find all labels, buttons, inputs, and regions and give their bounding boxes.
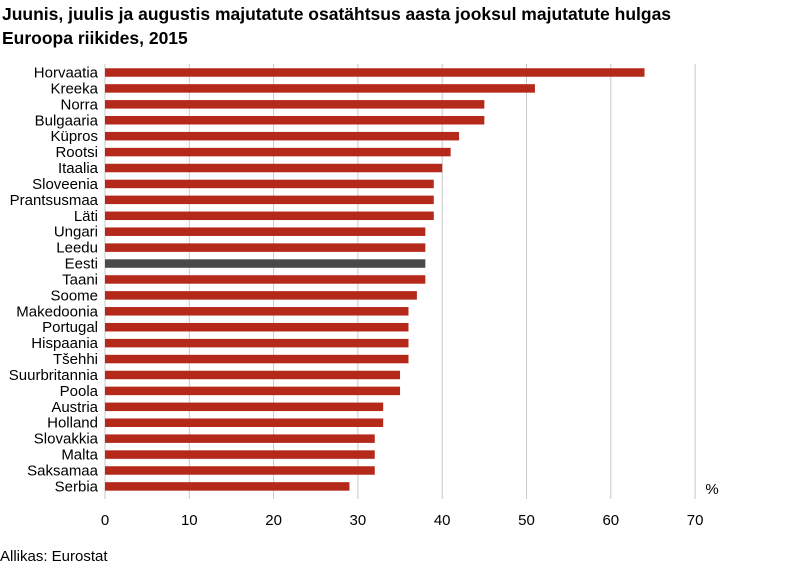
chart-title-line1: Juunis, juulis ja augustis majutatute os… [2, 4, 672, 24]
bar [105, 466, 375, 475]
bar [105, 227, 426, 236]
x-tick-labels: 0 10 20 30 40 50 60 70 [101, 512, 704, 529]
x-tick-label: 60 [602, 512, 619, 529]
unit-label: % [705, 481, 718, 498]
bar [105, 195, 434, 205]
bar [105, 259, 426, 268]
x-tick-label: 20 [265, 512, 282, 529]
chart-title: Juunis, juulis ja augustis majutatute os… [2, 2, 802, 50]
category-labels: HorvaatiaKreekaNorraBulgaariaKüprosRoots… [9, 65, 99, 496]
category-label: Rootsi [55, 144, 98, 161]
bar [105, 84, 535, 93]
bar [105, 131, 460, 141]
x-tick-label: 0 [101, 512, 109, 529]
category-label: Makedoonia [16, 303, 98, 320]
bar [105, 338, 409, 348]
category-label: Malta [61, 447, 98, 464]
category-label: Poola [60, 383, 99, 400]
category-label: Portugal [42, 319, 98, 336]
category-label: Saksamaa [27, 463, 99, 480]
x-tick-label: 40 [434, 512, 451, 529]
bar [105, 307, 409, 316]
x-tick-label: 10 [181, 512, 198, 529]
category-label: Suurbritannia [9, 367, 99, 384]
category-label: Leedu [56, 240, 98, 257]
category-label: Läti [74, 208, 98, 225]
category-label: Itaalia [58, 160, 99, 177]
category-label: Holland [47, 415, 98, 432]
category-label: Bulgaaria [35, 112, 99, 129]
category-label: Slovakkia [34, 431, 99, 448]
source-note: Allikas: Eurostat [0, 548, 108, 565]
category-label: Prantsusmaa [10, 192, 99, 209]
bar [105, 450, 375, 459]
category-label: Soome [50, 287, 98, 304]
category-label: Ungari [54, 224, 98, 241]
bar [105, 100, 485, 109]
category-label: Eesti [65, 256, 98, 273]
bar [105, 291, 417, 300]
bar [105, 147, 451, 157]
bar [105, 163, 443, 173]
bar [105, 370, 401, 380]
bar [105, 434, 375, 443]
bar [105, 402, 384, 412]
x-tick-label: 70 [687, 512, 704, 529]
category-label: Norra [60, 96, 98, 113]
bar [105, 418, 384, 427]
bar [105, 68, 645, 77]
x-tick-label: 30 [350, 512, 367, 529]
bar [105, 322, 409, 332]
category-label: Serbia [55, 478, 99, 495]
bar [105, 482, 350, 491]
bar [105, 243, 426, 252]
bar [105, 116, 485, 125]
category-label: Kreeka [50, 80, 98, 97]
category-label: Austria [51, 399, 98, 416]
chart-title-line2: Euroopa riikides, 2015 [2, 28, 188, 48]
bar [105, 386, 401, 396]
category-label: Hispaania [31, 335, 98, 352]
bar [105, 211, 434, 221]
category-label: Horvaatia [34, 65, 99, 82]
category-label: Tšehhi [53, 351, 98, 368]
category-label: Sloveenia [32, 176, 99, 193]
bar [105, 275, 426, 284]
bar [105, 354, 409, 364]
category-label: Taani [62, 271, 98, 288]
category-label: Küpros [50, 128, 98, 145]
bar [105, 179, 434, 189]
bars [105, 68, 645, 491]
x-tick-label: 50 [518, 512, 535, 529]
